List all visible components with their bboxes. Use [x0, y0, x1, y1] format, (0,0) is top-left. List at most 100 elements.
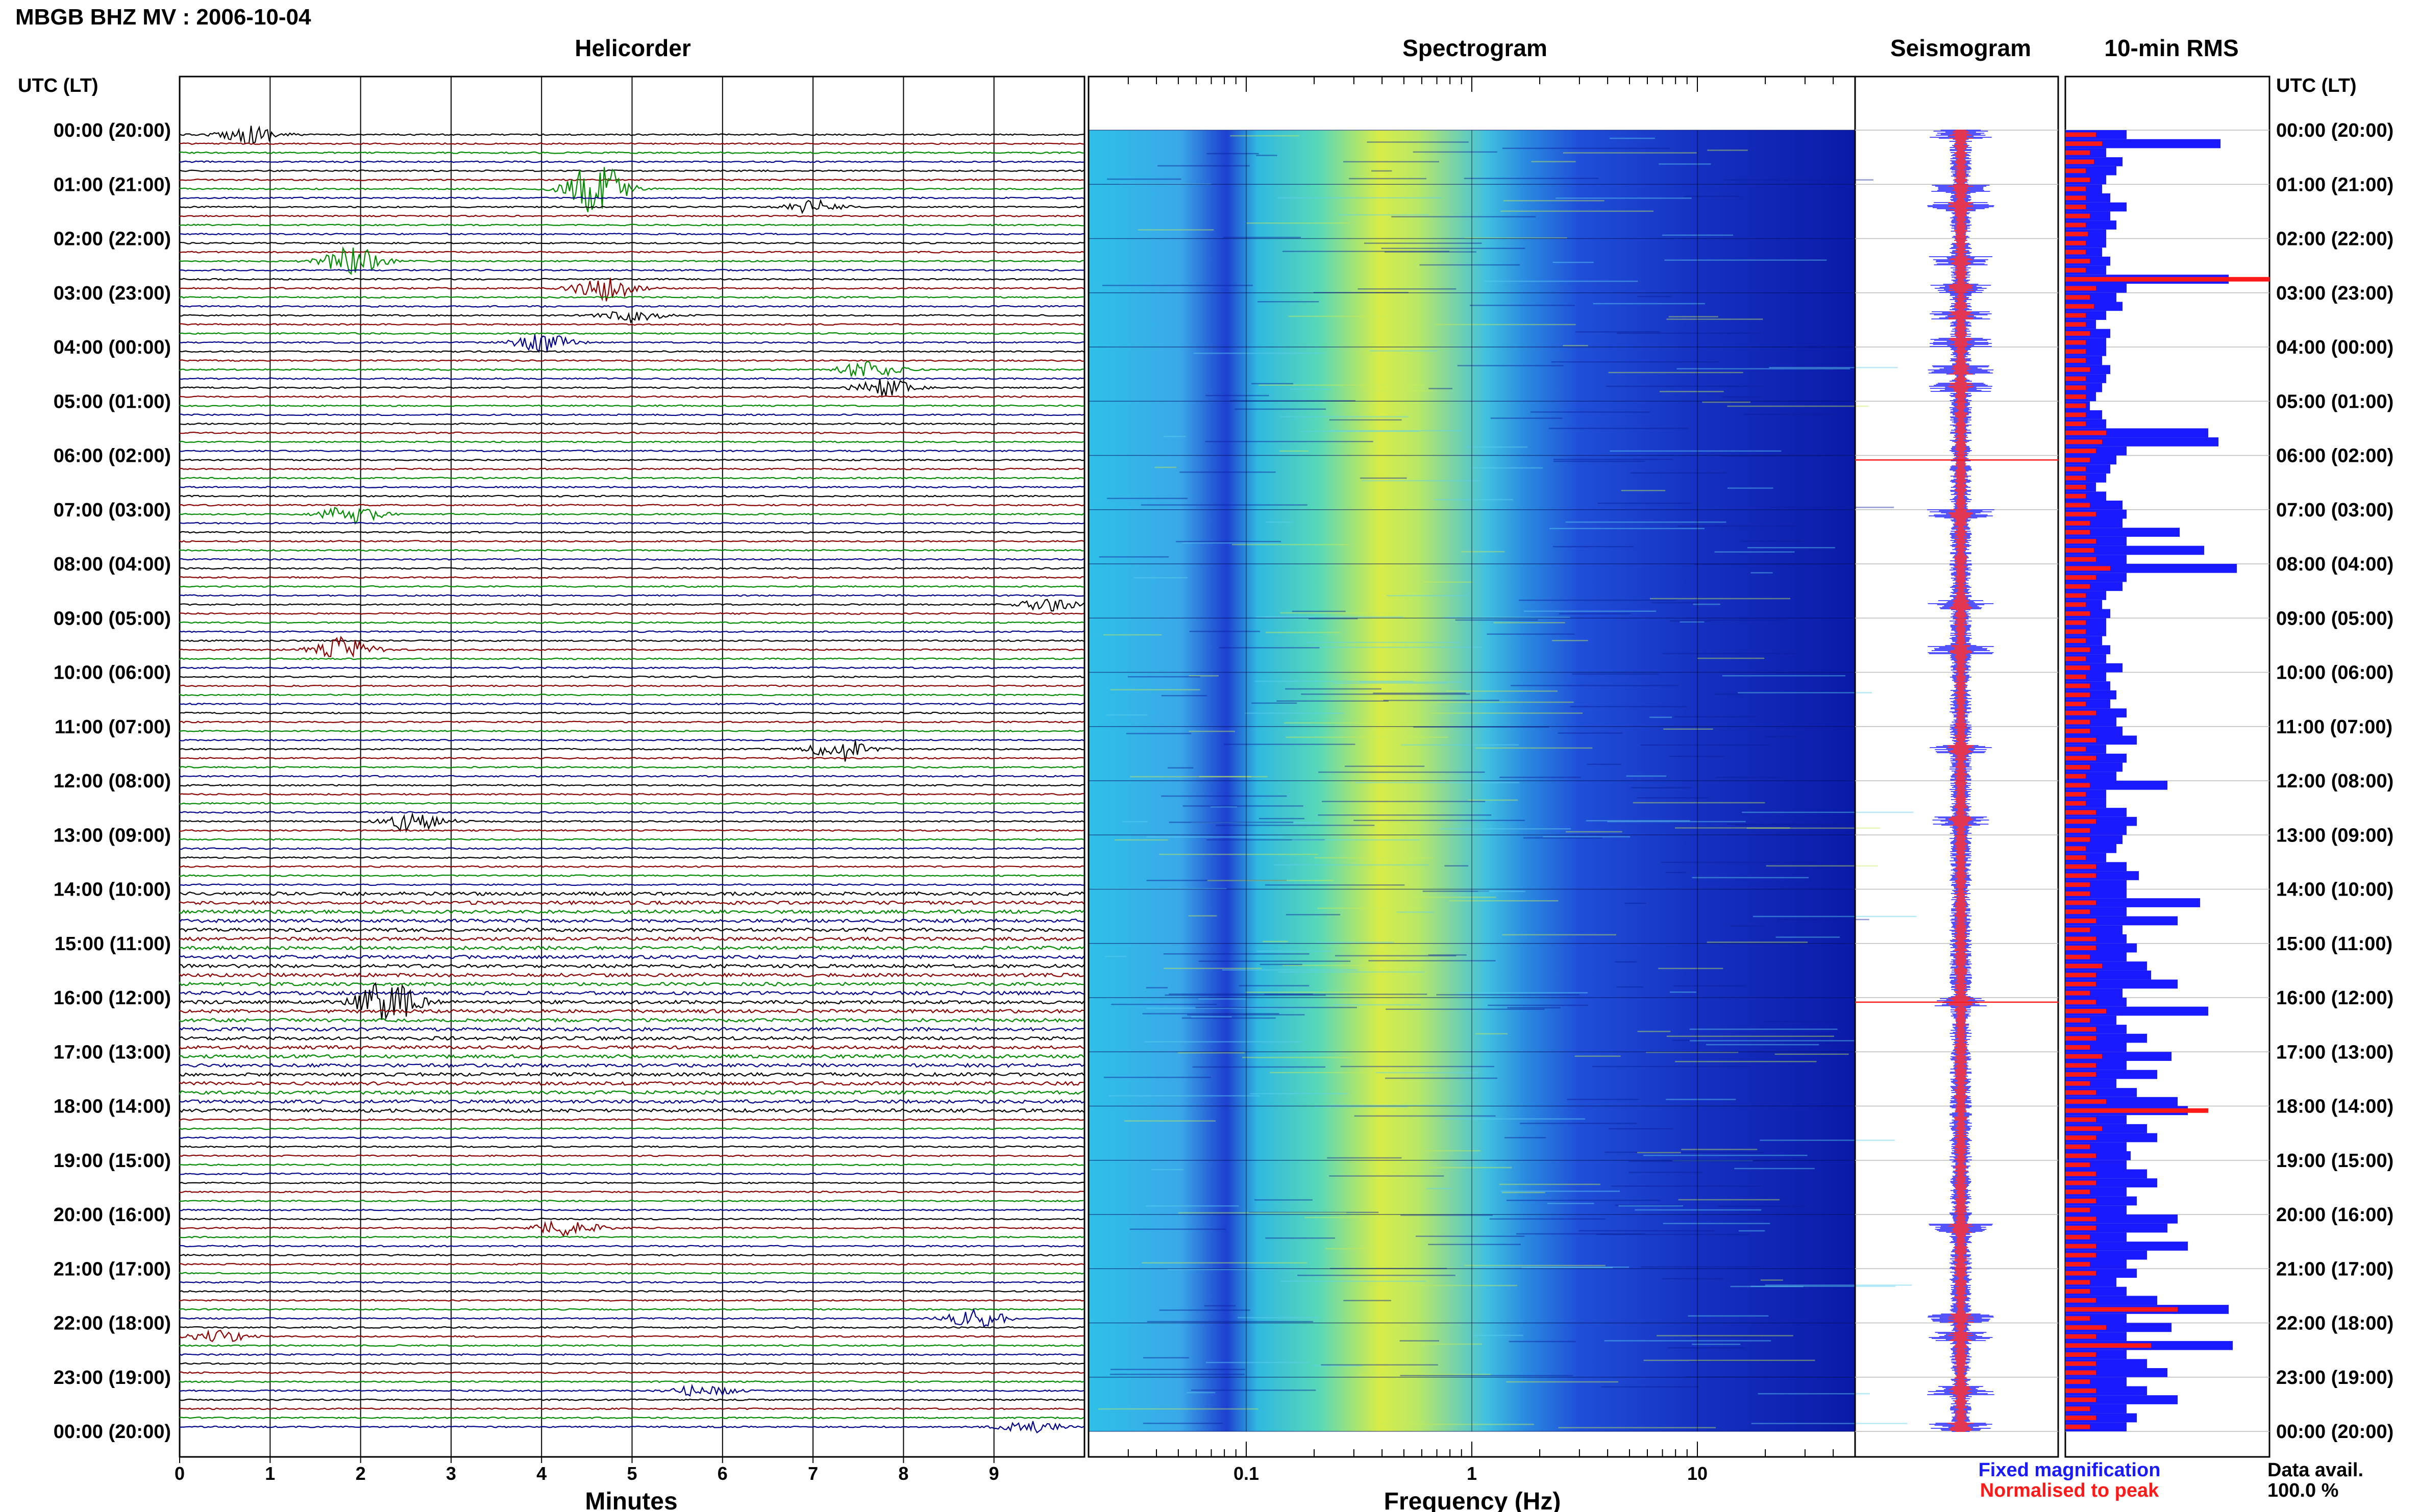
helicorder-trace	[179, 450, 1084, 453]
helicorder-trace	[179, 1045, 1084, 1050]
rms-bar-normalised	[2065, 828, 2090, 833]
rms-bar-normalised	[2065, 702, 2086, 706]
rms-bar-normalised	[2065, 1406, 2090, 1411]
rms-bar-normalised	[2065, 1388, 2096, 1393]
rms-bar-normalised	[2065, 720, 2090, 725]
time-label-right: 15:00 (11:00)	[2276, 933, 2392, 955]
time-label-left: 00:00 (20:00)	[54, 120, 171, 141]
rms-bar-normalised	[2065, 132, 2096, 137]
helicorder-trace	[179, 1421, 1084, 1434]
rms-bar-normalised	[2065, 150, 2090, 155]
helicorder-trace	[179, 1191, 1084, 1194]
rms-bar-normalised	[2065, 1361, 2096, 1366]
rms-bar-normalised	[2065, 313, 2086, 318]
helicorder-trace	[179, 1118, 1084, 1122]
helicorder-trace	[179, 1262, 1084, 1266]
time-label-right: 17:00 (13:00)	[2276, 1042, 2393, 1063]
rms-bar-normalised	[2065, 1397, 2096, 1402]
rms-bar-normalised	[2065, 412, 2086, 417]
rms-bar-normalised	[2065, 1153, 2096, 1158]
time-label-left: 23:00 (19:00)	[54, 1367, 171, 1389]
time-label-right: 02:00 (22:00)	[2276, 229, 2393, 250]
rms-bar-normalised	[2065, 1271, 2096, 1276]
helicorder-trace	[179, 142, 1084, 145]
helicorder-trace	[179, 972, 1084, 978]
time-label-left: 18:00 (14:00)	[54, 1096, 171, 1118]
helicorder-trace	[179, 729, 1084, 733]
rms-bar-normalised	[2065, 656, 2086, 661]
time-label-right: 01:00 (21:00)	[2276, 174, 2393, 195]
rms-bar-normalised	[2065, 819, 2096, 824]
time-label-left: 02:00 (22:00)	[54, 229, 171, 250]
rms-bar-normalised	[2065, 141, 2102, 146]
rms-bar-normalised	[2065, 476, 2086, 481]
helicorder-trace	[179, 1062, 1084, 1068]
spectrogram-x-tick-label: 10	[1687, 1463, 1708, 1484]
helicorder-trace	[179, 1072, 1084, 1077]
time-label-left: 09:00 (05:00)	[54, 608, 171, 629]
rms-bar-normalised	[2065, 846, 2086, 851]
helicorder-trace	[179, 431, 1084, 434]
helicorder-trace	[179, 494, 1084, 498]
helicorder-trace	[179, 738, 1084, 742]
helicorder-trace	[179, 1018, 1084, 1023]
legend-fixed: Fixed magnification	[1979, 1459, 2161, 1481]
helicorder-trace	[179, 740, 1084, 762]
rms-bar-normalised	[2065, 1280, 2090, 1285]
helicorder-trace	[179, 721, 1084, 724]
helicorder-trace	[179, 927, 1084, 933]
rms-bar-normalised	[2065, 593, 2086, 598]
rms-bar-normalised	[2065, 195, 2086, 201]
helicorder-trace	[179, 539, 1084, 543]
rms-bar-normalised	[2065, 286, 2096, 291]
rms-bar-fixed	[2065, 437, 2218, 447]
rms-bar-normalised	[2065, 295, 2090, 300]
rms-bar-normalised	[2065, 737, 2096, 742]
helicorder-trace	[179, 224, 1084, 227]
rms-bar-normalised	[2065, 1207, 2090, 1212]
rms-bar-normalised	[2065, 909, 2090, 914]
helicorder-trace	[179, 1281, 1084, 1284]
helicorder-trace	[179, 1090, 1084, 1096]
seismogram-normalised-trace	[1947, 130, 1974, 1432]
rms-bar-normalised	[2065, 466, 2086, 472]
helicorder-x-tick-label: 3	[446, 1463, 456, 1484]
rms-bar-normalised	[2065, 864, 2096, 869]
time-label-right: 23:00 (19:00)	[2276, 1367, 2393, 1389]
rms-bar-normalised	[2065, 430, 2106, 435]
helicorder-trace	[179, 167, 1084, 212]
time-label-right: 12:00 (08:00)	[2276, 771, 2393, 792]
helicorder-trace	[179, 1380, 1084, 1383]
helicorder-trace	[179, 1235, 1084, 1238]
rms-bar-normalised	[2065, 340, 2086, 345]
helicorder-trace	[179, 199, 1084, 214]
rms-bar-normalised	[2065, 178, 2090, 182]
seismogram-panel	[1854, 76, 2059, 1458]
time-label-left: 06:00 (02:00)	[54, 445, 171, 467]
time-label-left: 13:00 (09:00)	[54, 825, 171, 846]
legend-normalised: Normalised to peak	[1980, 1480, 2159, 1501]
rms-bar-normalised	[2065, 1234, 2090, 1240]
rms-bar-normalised	[2065, 629, 2086, 634]
rms-bar-normalised	[2065, 982, 2096, 986]
rms-bar-normalised	[2065, 638, 2086, 643]
helicorder-x-tick-label: 5	[627, 1463, 637, 1484]
helicorder-trace	[179, 612, 1084, 615]
spectrogram-x-tick-label: 0.1	[1233, 1463, 1259, 1484]
helicorder-trace	[179, 981, 1084, 987]
rms-bar-normalised	[2065, 1298, 2096, 1303]
helicorder-trace	[179, 125, 1084, 144]
rms-panel	[2064, 76, 2270, 1458]
rms-bar-normalised	[2065, 891, 2090, 896]
spectrogram-xlabel: Frequency (Hz)	[1384, 1488, 1561, 1512]
helicorder-trace	[179, 891, 1084, 897]
helicorder-trace	[179, 639, 1084, 642]
rms-bar-normalised	[2065, 1334, 2096, 1339]
rms-bar-normalised	[2065, 322, 2086, 327]
helicorder-trace	[179, 214, 1084, 217]
rms-bar-normalised	[2065, 1189, 2090, 1195]
helicorder-trace	[179, 856, 1084, 859]
rms-bar-normalised	[2065, 1099, 2106, 1104]
helicorder-trace	[179, 246, 1084, 275]
time-label-right: 05:00 (01:00)	[2276, 391, 2393, 412]
